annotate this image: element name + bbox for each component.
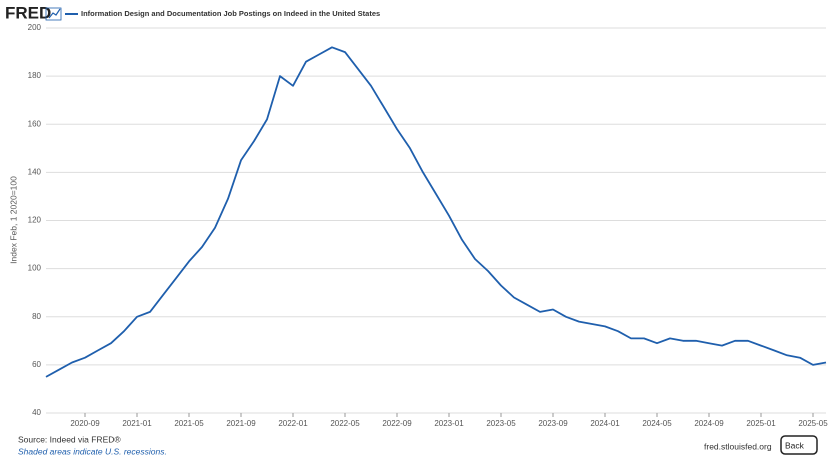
x-tick-label: 2025-01 [746,419,776,428]
x-tick-label: 2021-05 [174,419,204,428]
x-tick-label: 2025-05 [798,419,828,428]
y-tick-label: 120 [28,216,42,225]
y-tick-label: 140 [28,167,42,176]
y-tick-label: 100 [28,264,42,273]
x-tick-label: 2020-09 [70,419,100,428]
series-line [45,46,827,378]
y-tick-label: 200 [28,23,42,32]
y-tick-label: 180 [28,71,42,80]
back-button[interactable]: Back [780,435,818,455]
y-tick-label: 60 [32,360,41,369]
x-tick-label: 2024-05 [642,419,672,428]
x-tick-label: 2021-01 [122,419,152,428]
logo-icon-frame [45,7,62,21]
y-tick-label: 40 [32,408,41,417]
x-tick-label: 2023-05 [486,419,516,428]
x-tick-label: 2023-01 [434,419,464,428]
y-axis-label: Index Feb, 1 2020=100 [8,176,18,264]
note: Shaded areas indicate U.S. recessions. [18,446,167,456]
legend-label: Information Design and Documentation Job… [81,9,380,18]
x-tick-label: 2021-09 [226,419,256,428]
y-tick-label: 80 [32,312,41,321]
x-tick-label: 2022-05 [330,419,360,428]
x-tick-label: 2024-09 [694,419,724,428]
back-button-frame[interactable] [780,435,818,455]
x-tick-label: 2022-01 [278,419,308,428]
x-tick-label: 2022-09 [382,419,412,428]
logo: FRED [5,3,51,22]
y-tick-label: 160 [28,119,42,128]
x-tick-label: 2023-09 [538,419,568,428]
logo-icon [48,8,61,19]
back-button-label[interactable]: Back [785,440,805,450]
source: Source: Indeed via FRED® [18,434,121,444]
site: fred.stlouisfed.org [704,441,772,451]
x-tick-label: 2024-01 [590,419,620,428]
